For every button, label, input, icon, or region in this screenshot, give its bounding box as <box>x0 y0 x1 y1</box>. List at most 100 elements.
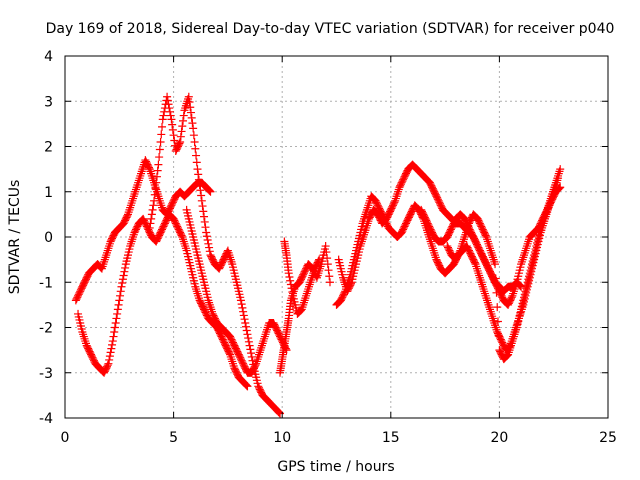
data-point <box>145 223 154 232</box>
data-point <box>325 278 334 287</box>
x-tick-label: 0 <box>61 430 70 446</box>
data-point <box>146 219 155 228</box>
data-point <box>197 191 206 200</box>
data-point <box>321 242 330 251</box>
data-point <box>121 263 130 272</box>
data-point <box>113 309 122 318</box>
data-points <box>71 92 565 418</box>
data-point <box>195 180 204 189</box>
data-point <box>156 137 165 146</box>
data-point <box>251 361 260 370</box>
data-point <box>516 282 525 291</box>
data-point <box>470 258 479 267</box>
data-point <box>324 266 333 275</box>
data-point <box>493 303 502 312</box>
data-point <box>179 111 188 120</box>
data-point <box>105 352 114 361</box>
data-point <box>155 153 164 162</box>
y-tick-label: -3 <box>39 366 53 382</box>
data-point <box>186 103 195 112</box>
data-point <box>176 132 185 141</box>
data-point <box>494 331 503 340</box>
data-point <box>179 116 188 125</box>
data-point <box>287 284 296 293</box>
data-point <box>118 279 127 288</box>
data-point <box>120 267 129 276</box>
data-point <box>288 288 297 297</box>
data-point <box>176 137 185 146</box>
data-point <box>554 184 563 193</box>
data-point <box>105 355 114 364</box>
series-track-i <box>417 183 565 309</box>
y-tick-label: -2 <box>39 321 53 337</box>
data-point <box>200 212 209 221</box>
x-tick-label: 25 <box>599 430 617 446</box>
data-point <box>110 323 119 332</box>
data-point <box>166 111 175 120</box>
data-point <box>109 332 118 341</box>
x-axis-label: GPS time / hours <box>277 459 394 475</box>
data-point <box>190 137 199 146</box>
data-point <box>205 186 214 195</box>
data-point <box>168 120 177 129</box>
data-point <box>245 341 254 350</box>
data-point <box>242 380 250 389</box>
data-point <box>123 211 132 220</box>
data-point <box>151 184 160 193</box>
data-point <box>152 178 161 187</box>
data-point <box>117 282 126 291</box>
data-point <box>189 131 198 140</box>
data-point <box>115 296 124 305</box>
data-point <box>205 186 214 195</box>
data-point <box>194 170 203 179</box>
data-point <box>184 92 193 101</box>
data-point <box>106 348 115 357</box>
data-point <box>119 271 128 280</box>
data-point <box>177 127 186 136</box>
data-point <box>198 202 207 211</box>
data-point <box>390 198 399 207</box>
data-point <box>186 108 195 117</box>
data-point <box>113 305 122 314</box>
data-point <box>204 239 213 248</box>
data-point <box>492 288 501 297</box>
data-point <box>152 172 161 181</box>
x-tick-label: 15 <box>382 430 400 446</box>
data-point <box>107 344 116 353</box>
series-track-a <box>71 156 215 305</box>
data-point <box>192 151 201 160</box>
data-point <box>110 328 119 337</box>
data-point <box>555 183 564 192</box>
data-point <box>118 275 127 284</box>
data-point <box>246 345 255 354</box>
y-axis-label: SDTVAR / TECUs <box>7 180 23 295</box>
data-point <box>203 236 212 245</box>
data-point <box>286 280 295 289</box>
data-point <box>108 337 117 346</box>
data-point <box>159 111 168 120</box>
data-point <box>455 248 464 257</box>
data-point <box>116 287 125 296</box>
data-point <box>116 291 125 300</box>
series-track-b <box>74 210 252 391</box>
data-point <box>187 113 196 122</box>
data-point <box>155 145 164 154</box>
data-point <box>103 361 112 370</box>
data-point <box>193 165 202 174</box>
chart-title: Day 169 of 2018, Sidereal Day-to-day VTE… <box>46 21 615 37</box>
y-tick-label: 4 <box>44 49 53 65</box>
data-point <box>104 359 113 368</box>
data-point <box>194 175 203 184</box>
data-point <box>340 288 349 297</box>
data-point <box>322 248 331 257</box>
data-point <box>168 125 177 134</box>
data-point <box>285 272 294 281</box>
data-point <box>244 337 253 346</box>
x-axis-ticks: 0 5 10 15 20 25 <box>61 56 617 446</box>
data-point <box>148 205 157 214</box>
data-point <box>197 196 206 205</box>
data-point <box>240 315 249 324</box>
data-point <box>154 160 163 169</box>
